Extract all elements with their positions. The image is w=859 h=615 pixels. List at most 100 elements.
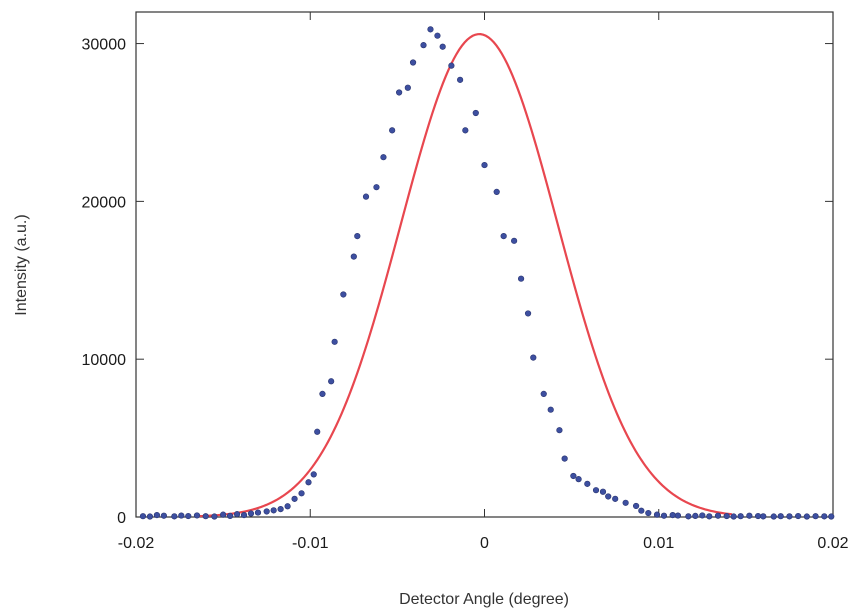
data-point — [396, 89, 403, 96]
data-point — [828, 513, 835, 520]
data-point — [472, 109, 479, 117]
data-point — [227, 512, 234, 520]
data-point — [524, 310, 532, 317]
y-axis-label: Intensity (a.u.) — [13, 214, 30, 315]
data-point — [448, 62, 455, 69]
data-point — [340, 291, 347, 298]
data-point — [305, 479, 312, 486]
data-point — [211, 513, 218, 520]
x-tick-label: -0.02 — [118, 535, 155, 552]
fit-curve-line — [196, 33, 733, 518]
data-point — [328, 378, 335, 385]
data-point — [605, 493, 612, 500]
data-point — [706, 513, 713, 520]
tick-labels: -0.02 -0.01 0 0.01 0.02 0 10000 20000 30000 — [82, 37, 849, 552]
y-tick-label: 10000 — [82, 352, 127, 369]
data-point — [178, 512, 185, 519]
data-point — [669, 512, 676, 519]
data-point — [220, 511, 227, 518]
data-point — [570, 472, 577, 480]
x-tick-label: 0.01 — [643, 535, 674, 552]
data-point — [632, 502, 640, 510]
data-point — [373, 184, 380, 191]
data-point — [511, 237, 518, 244]
data-point — [530, 354, 537, 361]
data-point — [638, 507, 645, 514]
data-point — [233, 511, 241, 518]
data-point — [160, 512, 167, 519]
data-point — [331, 338, 338, 345]
data-point — [730, 513, 737, 520]
data-point — [434, 32, 441, 39]
data-point — [319, 390, 326, 398]
data-point — [723, 512, 730, 520]
data-point — [777, 513, 784, 520]
data-point — [457, 76, 464, 83]
data-point — [821, 513, 828, 520]
data-point — [270, 507, 277, 514]
data-point — [803, 513, 810, 520]
data-point — [202, 513, 209, 520]
data-point — [171, 513, 178, 520]
data-point — [584, 480, 591, 487]
data-point — [314, 428, 321, 435]
data-point — [612, 495, 619, 502]
data-point — [622, 499, 629, 506]
data-point — [685, 513, 692, 520]
data-point — [254, 509, 262, 516]
data-point — [812, 513, 819, 520]
data-point — [547, 406, 554, 413]
data-point — [409, 59, 417, 66]
data-point — [575, 476, 582, 483]
x-tick-label: -0.01 — [292, 535, 329, 552]
data-point — [760, 513, 767, 520]
plot-frame — [135, 11, 834, 518]
data-point — [380, 154, 387, 161]
data-point — [540, 390, 547, 398]
data-point — [240, 512, 248, 519]
data-point — [714, 512, 722, 519]
data-point — [439, 43, 446, 50]
data-point — [660, 512, 668, 519]
data-point — [500, 232, 507, 240]
data-point — [404, 84, 411, 91]
data-point — [653, 511, 661, 518]
data-point — [674, 512, 682, 519]
data-point — [298, 490, 305, 497]
data-point — [146, 513, 154, 520]
data-point — [746, 512, 753, 519]
y-tick-label: 30000 — [82, 37, 127, 54]
data-point — [599, 488, 607, 495]
data-point — [493, 188, 500, 196]
data-point — [284, 503, 291, 510]
data-points-layer — [139, 26, 835, 520]
data-point — [193, 512, 201, 519]
data-point — [139, 513, 147, 520]
data-point — [692, 512, 699, 520]
data-point — [770, 513, 777, 520]
data-point — [754, 512, 762, 520]
axis-ticks — [135, 12, 834, 518]
fit-curve-layer — [196, 33, 733, 518]
data-point — [277, 506, 284, 513]
data-point — [517, 275, 525, 282]
data-point — [350, 253, 357, 260]
data-point — [699, 512, 706, 519]
data-point — [427, 26, 434, 33]
data-point — [185, 512, 192, 520]
y-tick-label: 0 — [117, 510, 126, 527]
data-point — [310, 471, 317, 478]
data-point — [263, 508, 270, 515]
data-point — [786, 513, 793, 520]
data-point — [592, 487, 600, 494]
x-tick-label: 0 — [480, 535, 489, 552]
data-point — [153, 512, 161, 519]
y-tick-label: 20000 — [82, 194, 127, 211]
data-point — [645, 509, 652, 517]
data-point — [561, 455, 568, 462]
data-point — [362, 193, 370, 200]
data-point — [389, 127, 396, 134]
data-point — [247, 510, 255, 517]
data-point — [420, 42, 427, 49]
